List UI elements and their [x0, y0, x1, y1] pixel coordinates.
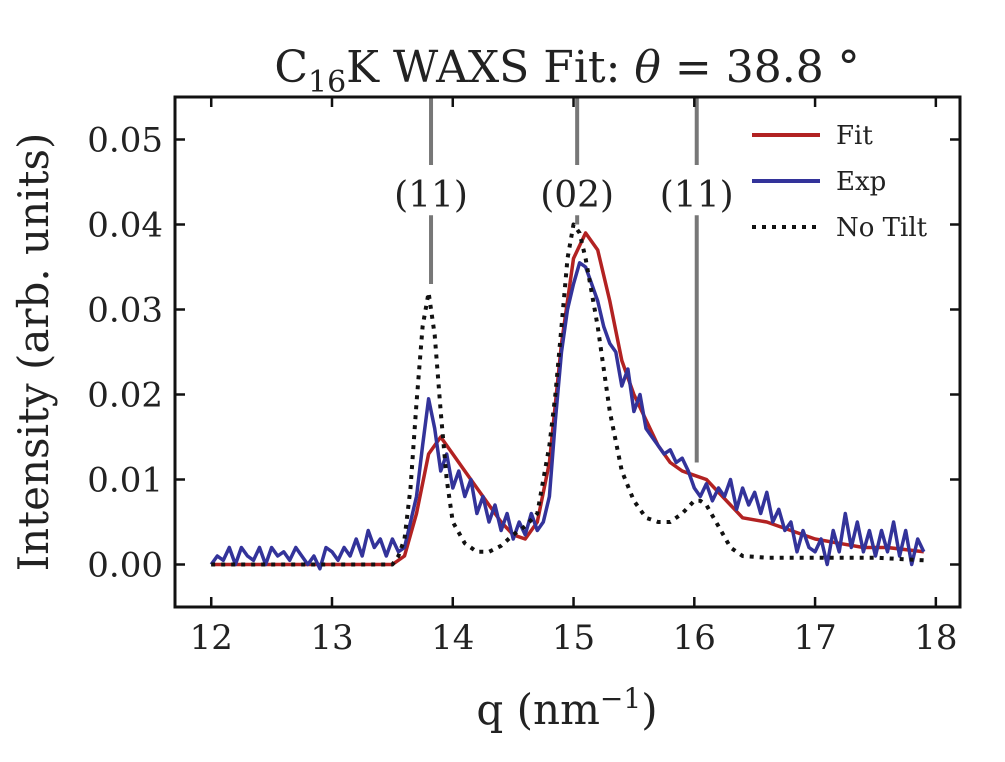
legend: Fit Exp No Tilt: [752, 121, 928, 243]
legend-label-fit: Fit: [836, 121, 873, 151]
peak-label-bg-1: [537, 169, 618, 216]
chart-title: C16K WAXS Fit: θ = 38.8 °: [274, 42, 859, 100]
y-axis-label: Intensity (arb. units): [9, 133, 58, 572]
peak-label-2: (11): [660, 175, 734, 216]
x-axis-label: q (nm−1): [476, 682, 657, 734]
x-tick-label: 15: [552, 618, 595, 658]
x-tick-label: 12: [190, 618, 233, 658]
peak-label-bg-0: [391, 169, 472, 216]
x-tick-label: 18: [914, 618, 957, 658]
ticks-layer: 12 13 14 15 16 17 18 0.00 0.01 0.02 0.03 0.04 0.05: [87, 97, 960, 658]
peak-label-1: (02): [540, 175, 614, 216]
y-tick-label: 0.05: [87, 121, 163, 161]
y-tick-label: 0.00: [87, 546, 163, 586]
series-fit-line: [211, 231, 925, 567]
peak-label-0: (11): [394, 175, 468, 216]
series-exp-line: [209, 261, 926, 571]
x-tick-label: 17: [793, 618, 836, 658]
axes-frame: [173, 95, 962, 609]
y-tick-label: 0.03: [87, 291, 163, 331]
x-tick-label: 16: [673, 618, 716, 658]
annotations-layer: (11) (02) (11): [391, 97, 737, 463]
x-tick-label: 13: [310, 618, 353, 658]
x-tick-label: 14: [431, 618, 474, 658]
series-no-tilt-line: [211, 222, 924, 567]
y-tick-label: 0.04: [87, 206, 163, 246]
y-tick-label: 0.01: [87, 461, 163, 501]
legend-label-no-tilt: No Tilt: [836, 213, 928, 243]
peak-label-bg-2: [656, 169, 737, 216]
y-tick-label: 0.02: [87, 376, 163, 416]
legend-label-exp: Exp: [836, 167, 886, 197]
series-layer: [209, 222, 926, 571]
